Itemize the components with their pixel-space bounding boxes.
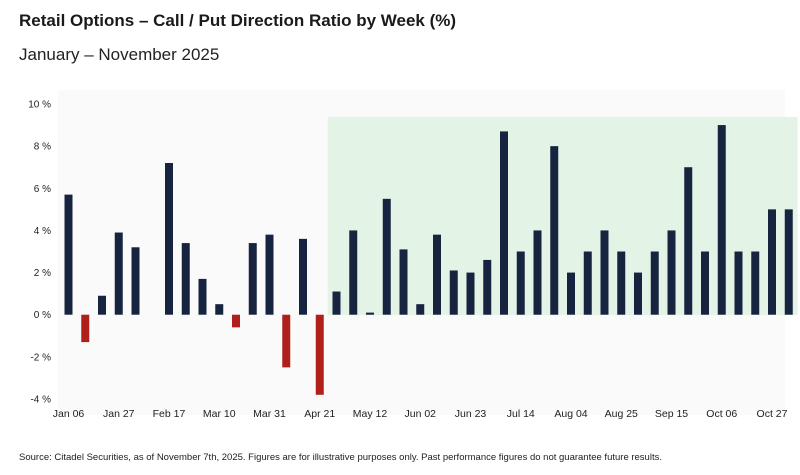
bar <box>701 251 709 315</box>
bar <box>583 251 592 315</box>
x-tick-label: Oct 06 <box>706 408 737 420</box>
x-tick-label: Jan 27 <box>103 408 135 420</box>
bar <box>751 251 760 315</box>
x-tick-label: Oct 27 <box>757 408 788 420</box>
bar <box>533 230 542 315</box>
bar <box>500 131 508 315</box>
bar <box>650 251 659 315</box>
highlight-region <box>327 117 798 315</box>
x-tick-label: Jun 23 <box>455 408 487 420</box>
bars <box>64 125 793 395</box>
bar <box>181 243 190 315</box>
bar <box>265 234 274 315</box>
bar <box>248 243 257 315</box>
bar <box>98 295 106 315</box>
bar <box>684 167 693 315</box>
bar <box>784 209 793 315</box>
bar <box>717 125 726 315</box>
x-tick-label: Sep 15 <box>655 408 688 420</box>
x-tick-label: Apr 21 <box>304 408 335 420</box>
bar <box>332 291 341 315</box>
bar <box>600 230 609 315</box>
bar <box>366 312 374 315</box>
bar <box>617 251 626 315</box>
x-tick-label: Mar 31 <box>253 408 286 420</box>
bar <box>550 146 559 315</box>
bar <box>449 270 458 315</box>
bar <box>399 249 408 315</box>
bar <box>483 259 492 315</box>
chart-subtitle: January – November 2025 <box>19 45 220 64</box>
bar <box>466 272 475 315</box>
source-note: Source: Citadel Securities, as of Novemb… <box>19 452 662 463</box>
x-tick-label: Jan 06 <box>53 408 85 420</box>
bar-chart: -4 % -2 % 0 % 2 % 4 % 6 % 8 % 10 % Jan 06 Jan 27… <box>28 90 798 420</box>
x-tick-label: Mar 10 <box>203 408 236 420</box>
bar <box>114 232 123 315</box>
x-axis: Jan 06 Jan 27 Feb 17 Mar 10 Mar 31 Apr 21 May … <box>53 408 788 420</box>
x-tick-label: Jun 02 <box>404 408 436 420</box>
y-tick-label: 10 % <box>28 100 51 111</box>
bar <box>349 230 358 315</box>
bar <box>433 234 441 315</box>
bar <box>567 272 575 315</box>
y-axis: -4 % -2 % 0 % 2 % 4 % 6 % 8 % 10 % <box>28 100 51 406</box>
bar <box>382 198 391 315</box>
bar <box>768 209 776 315</box>
bar <box>315 314 324 395</box>
bar <box>282 314 291 368</box>
bar <box>734 251 743 315</box>
y-tick-label: -4 % <box>30 395 51 406</box>
x-tick-label: Jul 14 <box>507 408 535 420</box>
bar <box>634 272 642 315</box>
x-tick-label: Aug 04 <box>554 408 587 420</box>
y-tick-label: 4 % <box>34 226 51 237</box>
y-tick-label: 6 % <box>34 184 51 195</box>
y-tick-label: 8 % <box>34 142 51 153</box>
y-tick-label: 2 % <box>34 268 51 279</box>
bar <box>516 251 525 315</box>
x-tick-label: Aug 25 <box>605 408 638 420</box>
bar <box>165 163 173 315</box>
bar <box>667 230 676 315</box>
bar <box>416 304 425 315</box>
y-tick-label: -2 % <box>30 352 51 363</box>
x-tick-label: Feb 17 <box>153 408 186 420</box>
x-tick-label: May 12 <box>353 408 388 420</box>
bar <box>131 247 140 315</box>
chart-title: Retail Options – Call / Put Direction Ra… <box>19 11 457 30</box>
bar <box>299 238 307 315</box>
y-tick-label: 0 % <box>34 310 51 321</box>
bar <box>198 278 207 315</box>
bar <box>81 314 90 343</box>
bar <box>232 314 240 328</box>
bar <box>215 304 224 315</box>
bar <box>64 194 73 315</box>
